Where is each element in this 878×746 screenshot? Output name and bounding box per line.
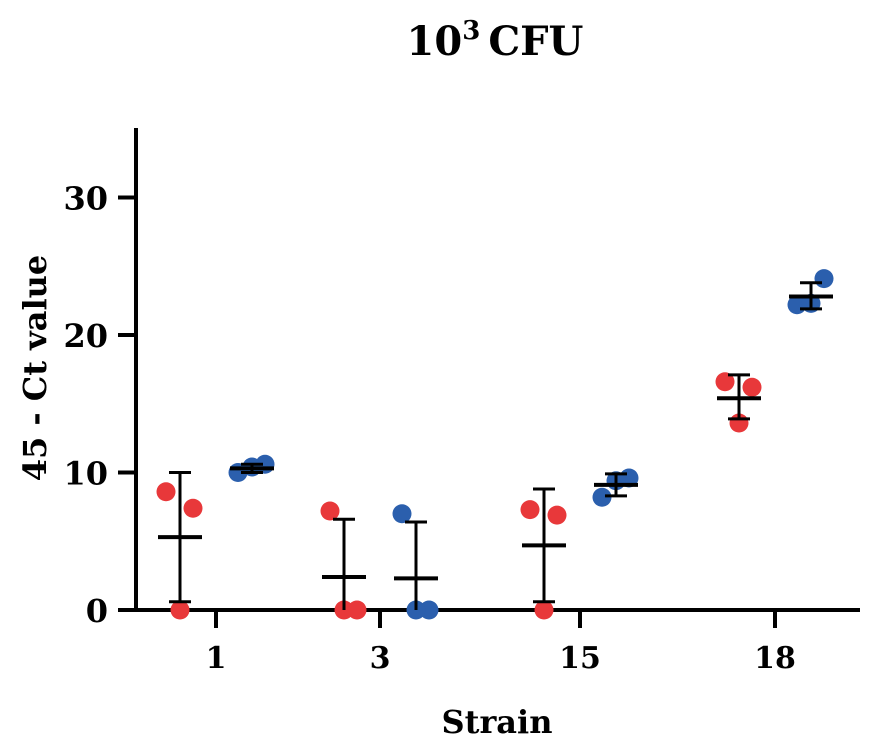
data-point bbox=[520, 500, 540, 520]
data-point bbox=[814, 269, 834, 289]
data-point bbox=[170, 600, 190, 620]
data-point bbox=[742, 377, 762, 397]
title-unit: CFU bbox=[488, 18, 583, 65]
data-point bbox=[392, 504, 412, 524]
y-tick-label: 30 bbox=[63, 180, 108, 218]
data-point bbox=[320, 501, 340, 521]
y-tick-label: 0 bbox=[86, 592, 108, 630]
title-base: 10 bbox=[407, 18, 463, 65]
data-point bbox=[419, 600, 439, 620]
y-axis-label: 45 - Ct value bbox=[16, 255, 54, 482]
y-tick-label: 20 bbox=[63, 317, 108, 355]
marks-group bbox=[156, 269, 834, 620]
chart-title: 103 CFU bbox=[407, 16, 584, 65]
x-tick-label: 18 bbox=[754, 641, 796, 676]
tick-group: 0 10 20 30 1 3 15 18 bbox=[63, 180, 795, 677]
x-tick-label: 3 bbox=[370, 641, 391, 676]
y-tick-label: 10 bbox=[63, 455, 108, 493]
data-point bbox=[183, 498, 203, 518]
x-tick-label: 15 bbox=[559, 641, 601, 676]
title-exponent: 3 bbox=[462, 16, 480, 46]
data-point bbox=[592, 487, 612, 507]
x-axis-label: Strain bbox=[442, 703, 553, 741]
data-point bbox=[156, 482, 176, 502]
data-point bbox=[347, 600, 367, 620]
data-point bbox=[547, 505, 567, 525]
x-tick-label: 1 bbox=[206, 641, 227, 676]
data-point bbox=[534, 600, 554, 620]
data-point bbox=[715, 372, 735, 392]
